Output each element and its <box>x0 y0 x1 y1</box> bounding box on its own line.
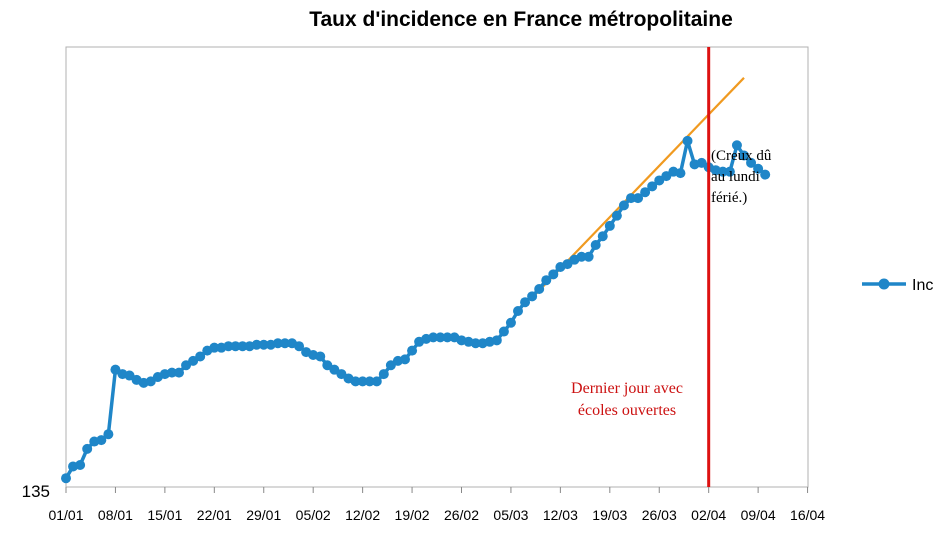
data-point <box>576 251 587 262</box>
x-tick-label: 19/02 <box>395 507 430 523</box>
data-point <box>103 429 114 440</box>
legend-swatch-marker <box>878 278 890 290</box>
data-point <box>258 339 269 350</box>
x-tick-label: 16/04 <box>790 507 825 523</box>
annotations: Dernier jour avec écoles ouvertes (Creux d… <box>571 148 772 419</box>
data-point <box>96 435 107 446</box>
data-point <box>371 376 382 387</box>
data-point <box>378 369 389 380</box>
chart-title: Taux d'incidence en France métropolitain… <box>309 8 733 31</box>
data-point <box>597 231 608 242</box>
x-tick-label: 22/01 <box>197 507 232 523</box>
data-point <box>731 140 742 151</box>
data-point <box>647 181 658 192</box>
data-point <box>717 166 728 177</box>
data-point <box>174 367 184 378</box>
data-point <box>618 200 629 211</box>
annotation-holiday-dip-line: au lundi <box>711 169 760 185</box>
data-point <box>541 275 552 286</box>
data-point <box>583 251 594 262</box>
data-point <box>724 166 735 177</box>
data-point <box>548 269 559 280</box>
series-group <box>61 135 771 484</box>
data-point <box>315 351 326 362</box>
annotation-holiday-dip-line: (Creux dû <box>711 148 772 164</box>
data-point <box>682 135 693 146</box>
x-axis: 01/01 08/01 15/01 22/01 29/01 05/02 12/02 19/02… <box>48 487 825 523</box>
data-point <box>498 326 509 337</box>
x-tick-label: 12/03 <box>543 507 578 523</box>
data-point <box>527 291 538 302</box>
x-tick-label: 15/01 <box>147 507 182 523</box>
data-point <box>75 460 86 470</box>
x-tick-label: 08/01 <box>98 507 133 523</box>
data-point <box>364 376 375 387</box>
data-point <box>470 338 481 349</box>
x-tick-label: 29/01 <box>246 507 281 523</box>
data-point <box>195 351 206 362</box>
data-point <box>400 354 410 365</box>
data-point <box>61 473 71 484</box>
y-axis: 135 <box>22 482 50 501</box>
plot-area <box>65 46 809 488</box>
data-point <box>294 341 305 352</box>
data-point <box>534 284 545 294</box>
data-point <box>611 210 622 221</box>
data-point <box>753 163 764 174</box>
data-point <box>350 376 361 387</box>
x-tick-label: 19/03 <box>592 507 627 523</box>
data-point <box>435 332 446 343</box>
y-tick-label: 135 <box>22 482 50 501</box>
legend-label: Inc <box>912 277 933 294</box>
data-point <box>223 341 234 352</box>
data-point <box>279 338 290 349</box>
annotation-last-school-day-line: écoles ouvertes <box>578 402 676 419</box>
x-tick-label: 12/02 <box>345 507 380 523</box>
legend: Inc <box>862 277 933 294</box>
data-point <box>520 297 531 308</box>
x-tick-label: 01/01 <box>48 507 83 523</box>
x-tick-label: 26/03 <box>642 507 677 523</box>
data-point <box>442 332 453 343</box>
data-point <box>428 332 439 343</box>
data-point <box>760 169 771 180</box>
data-point <box>491 335 502 346</box>
data-point <box>640 187 651 198</box>
data-point <box>272 338 283 349</box>
data-point <box>675 168 686 179</box>
annotation-holiday-dip-line: férié.) <box>711 190 747 206</box>
data-point <box>209 342 220 353</box>
x-tick-label: 02/04 <box>691 507 726 523</box>
data-point <box>230 341 241 352</box>
data-point <box>82 443 93 454</box>
x-tick-label: 05/02 <box>296 507 331 523</box>
data-point <box>633 193 644 204</box>
data-point <box>166 367 177 378</box>
data-point <box>626 193 636 204</box>
data-point <box>604 220 615 231</box>
data-point <box>590 240 601 250</box>
x-tick-label: 26/02 <box>444 507 479 523</box>
x-tick-label: 09/04 <box>741 507 776 523</box>
data-point <box>407 345 418 356</box>
data-point <box>739 150 749 161</box>
data-point <box>505 317 516 328</box>
x-tick-label: 05/03 <box>493 507 528 523</box>
data-point <box>513 306 523 316</box>
data-point <box>357 376 368 387</box>
data-point <box>746 157 757 168</box>
annotation-last-school-day-line: Dernier jour avec <box>571 380 683 397</box>
data-point <box>237 341 248 352</box>
data-point <box>251 339 262 350</box>
